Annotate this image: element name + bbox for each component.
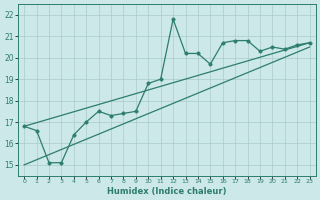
X-axis label: Humidex (Indice chaleur): Humidex (Indice chaleur) xyxy=(107,187,227,196)
